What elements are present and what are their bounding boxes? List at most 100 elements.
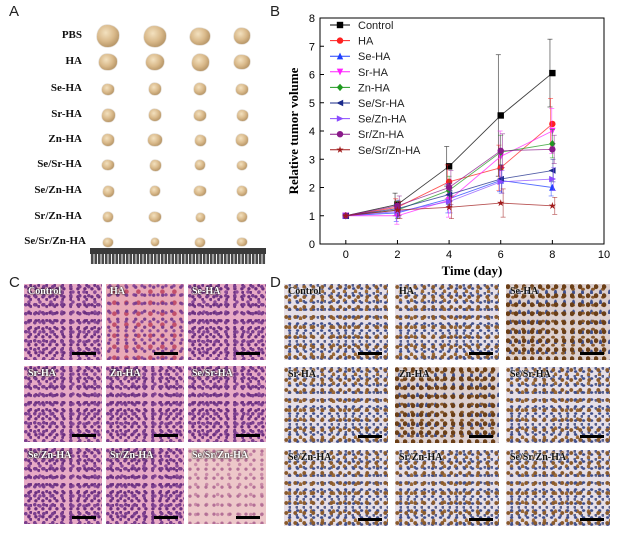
tumor-sample [149,159,161,171]
tumor-sample [149,212,161,222]
group-label: HA [65,55,83,67]
x-tick-label: 8 [549,249,555,261]
data-point [497,147,504,154]
tumor-sample [102,185,114,197]
scale-bar [72,352,96,355]
ruler [90,248,266,264]
panel-d-ihc-grid: Control HA Se-HA Sr-HA Zn-HA Se/Sr-HA Se/Zn-HA… [284,284,610,528]
tumor-sample [236,160,248,170]
panel-a-tumors [0,0,270,270]
tumor-sample [235,134,249,146]
group-label: Zn-HA [48,133,82,145]
tile-label: Se/Sr-HA [510,369,551,380]
data-point [394,202,401,210]
histology-tile: Sr-HA [24,366,102,442]
histology-tile: Se/Sr-HA [188,366,266,442]
x-tick-label: 6 [498,249,504,261]
tile-label: Se-HA [192,286,221,297]
group-label: Se/Sr/Zn-HA [24,235,86,247]
scale-bar [358,518,382,521]
scale-bar [580,352,604,355]
y-tick-label: 3 [309,154,315,166]
legend-marker [336,37,344,44]
panel-c-he-grid: Control HA Se-HA Sr-HA Zn-HA Se/Sr-HA Se/Zn-HA… [24,284,266,526]
scale-bar [236,434,260,437]
data-point [549,120,556,128]
tumor-sample [237,238,247,246]
data-point [548,202,557,209]
tumor-sample [101,134,115,146]
scale-bar [469,518,493,521]
tile-label: Sr-HA [288,369,316,380]
panel-a-tumor-photo: A PBS HA Se-HA Sr-HA Zn-HA Se/Sr-HA Se/Zn-HA Sr… [0,0,270,270]
histology-tile: Zn-HA [395,367,499,443]
tile-label: Sr/Zn-HA [110,450,154,461]
scale-bar [580,435,604,438]
legend-label: Se/Sr-HA [358,98,405,110]
scale-bar [72,434,96,437]
scale-bar [154,516,178,519]
tile-label: Se/Sr/Zn-HA [510,452,567,463]
panel-a-letter: A [9,3,20,20]
y-tick-label: 5 [309,98,315,110]
y-tick-label: 2 [309,183,315,195]
tumor-sample [148,109,162,121]
tumor-sample [149,83,161,95]
tumor-sample [193,83,207,95]
tile-label: Sr/Zn-HA [399,452,443,463]
tumor-sample [102,160,114,170]
group-label: Se/Zn-HA [34,184,82,196]
data-point [549,146,556,153]
legend-label: Sr/Zn-HA [358,129,405,141]
tumor-sample [101,108,115,122]
data-point [497,199,505,207]
panel-a-group-labels: PBS HA Se-HA Sr-HA Zn-HA Se/Sr-HA Se/Zn-HA Sr/Z… [0,0,86,270]
scale-bar [580,518,604,521]
tile-label: Se/Zn-HA [28,450,72,461]
group-label: Sr/Zn-HA [34,210,82,222]
tumor-sample [190,27,210,45]
data-point [445,198,453,205]
tumor-sample [234,55,250,69]
panel-d-letter: D [270,274,281,291]
legend-marker [336,99,344,107]
legend-marker [336,145,344,153]
tumor-sample [99,54,117,70]
tumor-sample [195,237,205,247]
tumor-sample [236,109,248,121]
histology-tile: Se/Sr/Zn-HA [506,450,610,526]
histology-tile: Se-HA [188,284,266,360]
data-point [549,175,557,183]
tumor-sample [101,83,115,95]
y-tick-label: 8 [309,13,315,25]
tile-label: Control [288,286,322,297]
legend-marker [336,83,344,92]
tumor-sample [235,83,249,95]
legend-marker [336,131,344,138]
tile-label: Se/Sr-HA [192,368,233,379]
group-label: Se-HA [50,82,82,94]
panel-c-letter: C [9,274,20,291]
histology-tile: Sr-HA [284,367,388,443]
legend-label: Zn-HA [358,82,390,94]
tumor-sample [193,109,207,121]
legend-label: Se/Zn-HA [358,114,407,126]
histology-tile: Se/Sr-HA [506,367,610,443]
group-label: Se/Sr-HA [37,158,82,170]
y-tick-label: 0 [309,239,315,251]
panel-b-letter: B [270,3,281,20]
tile-label: HA [110,286,125,297]
scale-bar [236,352,260,355]
tumor-sample [234,28,250,44]
tile-label: Se-HA [510,286,539,297]
legend-label: Sr-HA [358,67,389,79]
y-axis-label: Relative tumor volume [286,67,301,194]
tumor-sample [148,134,162,146]
x-tick-label: 0 [343,249,349,261]
tile-label: Control [28,286,62,297]
legend-marker [336,68,344,76]
histology-tile: Se/Zn-HA [284,450,388,526]
data-point [549,183,556,191]
scale-bar [358,435,382,438]
growth-chart-svg: 0 2 4 6 8 10 0 1 2 3 4 5 6 7 8 Time (day) Relative tumor… [286,13,610,278]
